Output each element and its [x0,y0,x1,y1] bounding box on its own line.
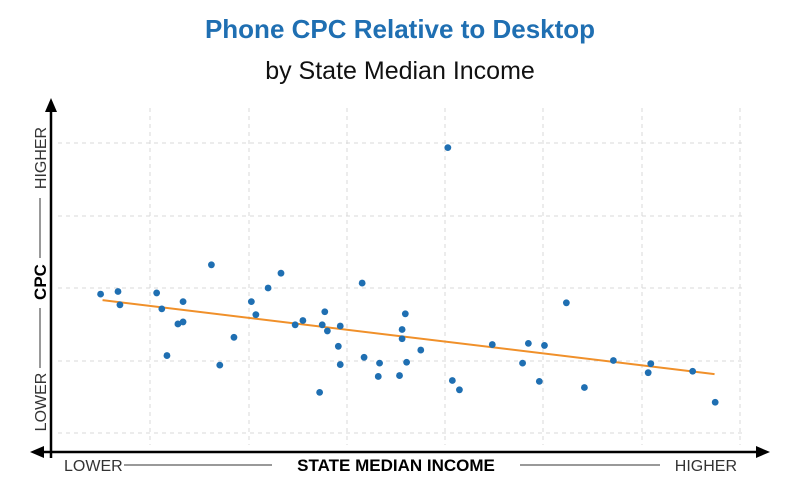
data-point [689,367,697,375]
data-point [609,357,617,364]
data-point [562,299,570,307]
data-point [153,289,161,297]
data-point [541,342,548,349]
data-point [524,339,532,347]
data-point [456,386,463,394]
data-points-layer [97,144,719,406]
data-point [401,310,409,318]
data-point [334,342,342,350]
data-point [174,320,182,328]
data-point [398,326,406,333]
data-point [216,361,224,369]
data-point [711,398,719,406]
data-point [448,377,456,384]
data-point [318,321,326,329]
data-point [323,327,331,335]
y-axis-title: CPC [31,264,50,300]
data-point [398,335,406,343]
data-point [179,298,187,306]
data-point [581,384,588,391]
data-point [277,269,285,277]
data-point [360,353,368,361]
x-axis-title: STATE MEDIAN INCOME [297,456,495,475]
y-high-label: HIGHER [33,127,50,189]
data-point [535,377,543,385]
data-point [116,301,124,309]
chart-title: Phone CPC Relative to Desktop [204,14,596,44]
data-point [97,290,105,298]
data-point [158,305,166,313]
data-point [114,288,122,295]
data-point [488,341,496,348]
data-point [230,333,238,341]
y-axis-arrow-icon [45,98,57,112]
data-point [336,322,344,330]
data-point [208,261,215,269]
data-point [321,308,329,316]
data-point [417,346,425,354]
data-point [396,372,403,379]
data-point [644,369,652,377]
data-point [163,352,171,359]
data-point [374,373,382,380]
data-point [376,359,383,367]
data-point [444,144,452,152]
data-point [252,311,260,319]
x-high-label: HIGHER [675,458,737,475]
data-point [264,284,272,292]
chart-subtitle: by State Median Income [265,57,535,85]
x-axis-arrow-left-icon [30,446,44,458]
grid-lines [58,108,745,445]
data-point [179,318,187,326]
data-point [358,279,366,287]
data-point [647,360,655,368]
data-point [316,389,324,396]
data-point [299,317,307,324]
x-low-label: LOWER [64,458,123,475]
x-axis-arrow-right-icon [756,446,770,458]
y-low-label: LOWER [33,373,50,432]
data-point [336,361,344,368]
data-point [291,321,299,329]
data-point [403,358,411,366]
data-point [519,359,526,367]
data-point [247,298,255,306]
